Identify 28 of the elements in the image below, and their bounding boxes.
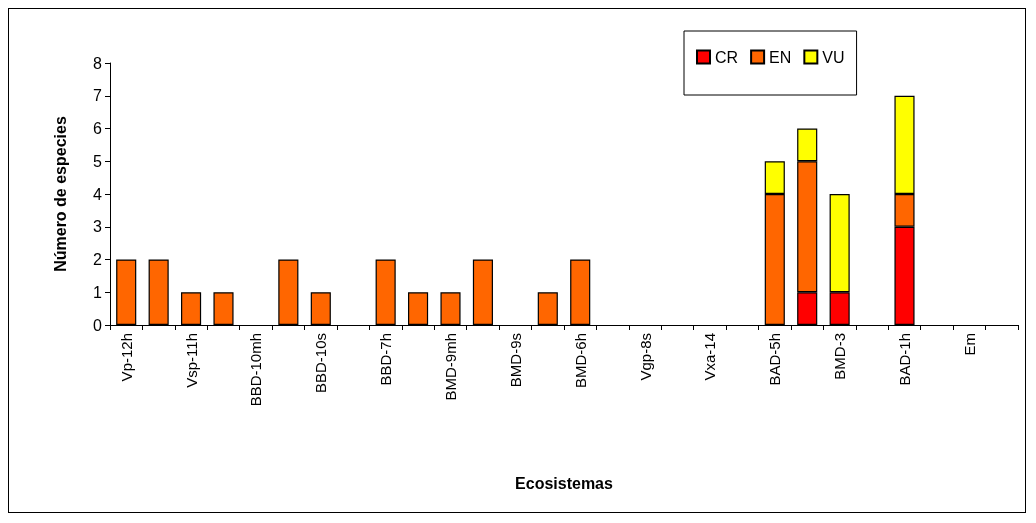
- x-tick-label: Vxa-14: [701, 333, 719, 381]
- y-tick-label: 8: [93, 54, 103, 72]
- x-tick-label: BBD-7h: [377, 333, 395, 386]
- y-tick-label: 7: [93, 87, 103, 105]
- x-tick-label: BMD-9mh: [442, 333, 459, 401]
- x-tick-label: BAD-1h: [896, 333, 913, 386]
- x-tick-label: Em: [960, 333, 978, 356]
- x-tick-label: BBD-10s: [312, 333, 330, 394]
- x-tick-label: BBD-10mh: [247, 333, 265, 407]
- y-tick-label: 3: [93, 218, 103, 236]
- y-tick-label: 4: [93, 185, 103, 203]
- y-tick-label: 6: [93, 120, 103, 137]
- x-tick-label: Vgp-8s: [636, 333, 654, 381]
- x-axis-title: Ecosistemas: [515, 474, 614, 492]
- x-tick-label: BMD-9s: [506, 333, 524, 388]
- y-tick-label: 5: [93, 152, 103, 170]
- legend-label: VU: [822, 48, 845, 66]
- x-tick-label: BMD-3: [831, 333, 849, 380]
- x-tick-label: BMD-6h: [571, 333, 589, 389]
- y-tick-label: 1: [93, 283, 103, 301]
- x-tick-label: BAD-5h: [766, 333, 784, 386]
- y-tick-label: 2: [93, 251, 103, 268]
- y-tick-label: 0: [93, 316, 103, 334]
- y-axis-title: Número de especies: [51, 116, 69, 272]
- x-tick-label: Vsp-11h: [182, 333, 200, 388]
- legend-label: EN: [769, 48, 792, 66]
- x-tick-label: Vp-12h: [117, 333, 135, 382]
- legend-label: CR: [715, 48, 739, 66]
